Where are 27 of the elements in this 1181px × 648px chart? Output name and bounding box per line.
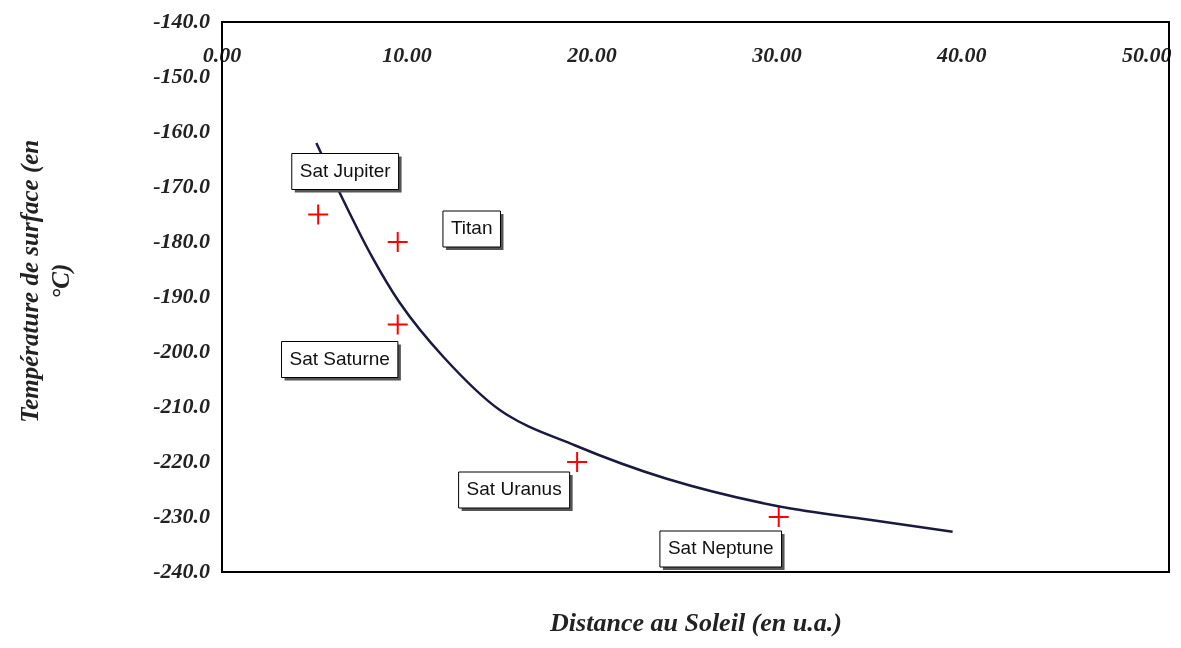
- x-tick-label: 30.00: [751, 41, 802, 67]
- y-tick-label: -150.0: [153, 62, 210, 88]
- y-tick-label: -230.0: [153, 502, 210, 528]
- point: [307, 203, 330, 226]
- x-axis-title: Distance au Soleil (en u.a.): [549, 608, 843, 638]
- annotation: Titan: [450, 217, 493, 239]
- point: [386, 231, 409, 253]
- point: [767, 506, 790, 528]
- x-tick-label: 10.00: [382, 41, 432, 67]
- y-tick-label: -200.0: [153, 337, 210, 363]
- y-tick-label: -170.0: [153, 172, 210, 198]
- annotation: Sat Jupiter: [299, 159, 392, 181]
- y-tick-label: -220.0: [153, 447, 210, 473]
- x-tick-label: 40.00: [936, 41, 987, 67]
- point: [386, 313, 409, 336]
- y-tick-label: -210.0: [153, 392, 210, 418]
- y-tick-label: -140.0: [153, 7, 210, 33]
- y-tick-label: -160.0: [153, 117, 210, 143]
- annotation: Sat Saturne: [289, 347, 390, 369]
- y-tick-label: -180.0: [153, 227, 210, 253]
- point: [566, 451, 589, 473]
- y-tick-label: -240.0: [153, 557, 210, 583]
- annotation: Sat Uranus: [466, 478, 562, 500]
- y-axis-title: Température de surface (en °C): [14, 138, 75, 425]
- x-tick-label: 20.00: [566, 41, 617, 67]
- y-tick-label: -190.0: [153, 282, 210, 308]
- annotation: Sat Neptune: [667, 537, 774, 559]
